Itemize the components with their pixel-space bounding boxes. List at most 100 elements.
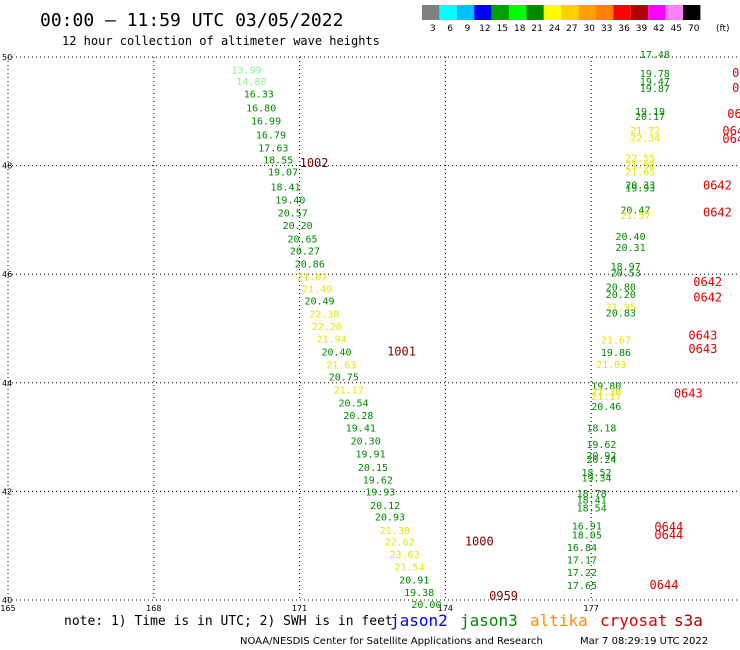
time-label: 0644 xyxy=(654,528,683,542)
color-scale-swatch xyxy=(439,5,457,20)
wave-height-value: 21.07 xyxy=(297,273,327,284)
color-scale-swatch xyxy=(474,5,492,20)
wave-height-value: 16.99 xyxy=(251,116,281,127)
wave-height-value: 21.67 xyxy=(601,336,631,347)
wave-height-value: 19.47 xyxy=(640,77,670,88)
wave-height-value: 21.98 xyxy=(625,160,655,171)
wave-height-value: 21.03 xyxy=(596,360,626,371)
wave-height-value: 19.91 xyxy=(355,450,385,461)
wave-height-value: 18.52 xyxy=(581,468,611,479)
y-tick-label: 44 xyxy=(2,379,12,388)
color-scale-label: 6 xyxy=(447,24,453,34)
wave-height-value: 22.20 xyxy=(312,322,342,333)
wave-height-value: 18.97 xyxy=(611,262,641,273)
wave-height-value: 18.78 xyxy=(577,489,607,500)
wave-height-value: 19.62 xyxy=(586,440,616,451)
wave-height-value: 20.00 xyxy=(411,600,441,611)
wave-height-value: 21.17 xyxy=(591,392,621,403)
wave-height-value: 21.63 xyxy=(326,361,356,372)
wave-height-value: 20.91 xyxy=(399,576,429,587)
y-tick-label: 46 xyxy=(2,270,12,279)
time-label: 0642 xyxy=(693,275,722,289)
legend-jason3: jason3 xyxy=(460,611,518,630)
wave-height-value: 16.33 xyxy=(244,90,274,101)
wave-height-value: 19.19 xyxy=(635,107,665,118)
wave-height-value: 18.41 xyxy=(577,495,607,506)
wave-height-value: 20.53 xyxy=(611,268,641,279)
wave-height-value: 20.47 xyxy=(620,205,650,216)
legend-altika: altika xyxy=(530,611,588,630)
wave-height-value: 20.31 xyxy=(616,243,646,254)
wave-height-value: 20.20 xyxy=(283,221,313,232)
time-label: 0642 xyxy=(703,206,732,220)
wave-height-value: 20.40 xyxy=(321,348,351,359)
wave-height-value: 19.40 xyxy=(275,196,305,207)
wave-height-value: 20.40 xyxy=(616,232,646,243)
chart-subtitle: 12 hour collection of altimeter wave hei… xyxy=(62,34,380,48)
wave-height-value: 22.55 xyxy=(625,153,655,164)
wave-height-value: 20.30 xyxy=(351,437,381,448)
wave-height-value: 21.57 xyxy=(620,211,650,222)
color-scale-label: 3 xyxy=(430,24,436,34)
color-scale-label: 39 xyxy=(636,24,648,34)
x-tick-label: 177 xyxy=(584,604,599,613)
color-scale-label: 45 xyxy=(671,24,682,34)
wave-height-value: 20.92 xyxy=(586,451,616,462)
legend-jason2: jason2 xyxy=(390,611,448,630)
wave-height-value: 20.65 xyxy=(287,235,317,246)
color-scale-label: 12 xyxy=(479,24,490,34)
color-scale-label: 27 xyxy=(566,24,577,34)
wave-height-value: 22.62 xyxy=(385,538,415,549)
wave-height-value: 20.46 xyxy=(591,402,621,413)
wave-height-value: 16.91 xyxy=(572,521,602,532)
color-scale-swatch xyxy=(665,5,683,20)
color-scale-label: 36 xyxy=(618,24,630,34)
wave-height-value: 17.65 xyxy=(567,581,597,592)
wave-height-value: 18.55 xyxy=(263,155,293,166)
wave-height-value: 21.95 xyxy=(606,303,636,314)
wave-height-value: 14.80 xyxy=(236,77,266,88)
time-label: 0644 xyxy=(650,578,679,592)
wave-height-value: 20.28 xyxy=(343,411,373,422)
x-tick-label: 165 xyxy=(0,604,15,613)
time-label: 0642 xyxy=(703,178,732,192)
footer-credit: NOAA/NESDIS Center for Satellite Applica… xyxy=(240,636,543,647)
footer-timestamp: Mar 7 08:29:19 UTC 2022 xyxy=(580,636,708,647)
wave-height-value: 21.30 xyxy=(380,526,410,537)
color-scale-swatch xyxy=(491,5,509,20)
y-tick-label: 42 xyxy=(2,487,12,496)
wave-height-value: 20.86 xyxy=(295,260,325,271)
color-scale-swatch xyxy=(422,5,440,20)
footer-note: note: 1) Time is in UTC; 2) SWH is in fe… xyxy=(64,614,393,629)
wave-height-value: 19.87 xyxy=(640,84,670,95)
color-scale-swatch xyxy=(596,5,614,20)
wave-height-value: 16.79 xyxy=(256,130,286,141)
wave-height-value: 21.54 xyxy=(394,563,424,574)
wave-height-value: 21.65 xyxy=(625,167,655,178)
y-tick-label: 40 xyxy=(2,596,12,605)
wave-height-value: 19.86 xyxy=(601,348,631,359)
time-label: 0641 xyxy=(727,107,740,121)
wave-height-value: 17.22 xyxy=(567,568,597,579)
wave-height-value: 18.18 xyxy=(586,424,616,435)
wave-height-value: 20.27 xyxy=(290,247,320,258)
wave-height-value: 21.17 xyxy=(334,386,364,397)
time-label: 0641 xyxy=(732,66,740,80)
wave-height-value: 20.83 xyxy=(606,309,636,320)
units-label: (ft) xyxy=(716,24,730,34)
wave-height-value: 21.30 xyxy=(591,387,621,398)
color-scale-legend: 3 6 9 12 15 18 21 24 27 30 33 36 39 42 45 70 xyxy=(422,5,701,34)
wave-height-value: 19.78 xyxy=(640,69,670,80)
wave-height-value: 20.20 xyxy=(606,290,636,301)
time-label: 1002 xyxy=(300,156,329,170)
color-scale-swatch xyxy=(456,5,475,20)
color-scale-label: 30 xyxy=(584,24,596,34)
color-scale-swatch xyxy=(509,5,527,20)
wave-height-value: 17.63 xyxy=(258,143,288,154)
wave-height-value: 16.84 xyxy=(567,543,597,554)
wave-height-value: 19.93 xyxy=(625,184,655,195)
wave-height-value: 16.80 xyxy=(246,103,276,114)
wave-height-value: 19.62 xyxy=(363,475,393,486)
